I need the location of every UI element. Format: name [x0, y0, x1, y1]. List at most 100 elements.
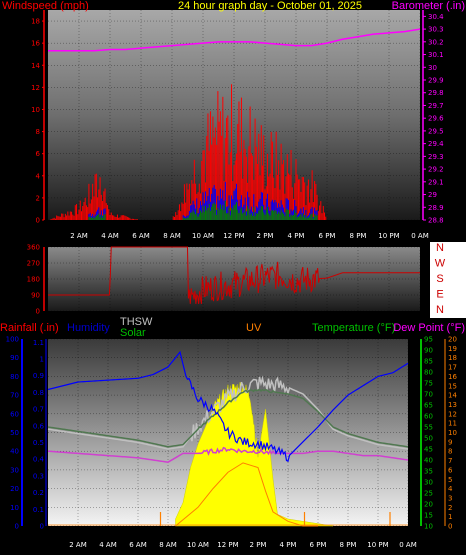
temperature-tick-label: 70: [424, 391, 433, 399]
barometer-tick-label: 28.8: [428, 217, 444, 225]
rainfall-tick-label: 0.1: [33, 506, 44, 514]
temperature-tick-label: 55: [424, 424, 433, 432]
dewpoint-line: [47, 446, 409, 463]
uv-tick-label: 14: [448, 392, 457, 400]
uv-legend-label: UV: [246, 322, 262, 334]
rainfall-tick-label: 0.6: [33, 422, 45, 430]
barometer-tick-label: 29.4: [428, 140, 444, 148]
barometer-tick-label: 29.3: [428, 153, 444, 161]
time-tick-label: 12 PM: [217, 541, 238, 549]
temperature-tick-label: 90: [424, 347, 433, 355]
humidity-tick-label: 50: [10, 429, 19, 437]
rainfall-legend-label: Rainfall (.in): [0, 322, 59, 334]
windspeed-ticks: 0 2 4 6 8 10 12 14 16 18: [31, 10, 45, 225]
climate-legend: Rainfall (.in) Humidity THSW Solar UV Te…: [0, 316, 465, 339]
solar-legend-label: Solar: [120, 327, 146, 339]
barometer-line: [48, 28, 421, 52]
humidity-tick-label: 30: [10, 466, 19, 474]
humidity-tick-label: 90: [10, 354, 19, 362]
temperature-tick-label: 30: [424, 479, 433, 487]
temperature-tick-label: 40: [424, 457, 433, 465]
windspeed-tick-label: 2: [36, 194, 40, 202]
barometer-tick-label: 30.3: [428, 26, 444, 34]
time-tick-label: 10 AM: [192, 232, 214, 240]
thsw-legend-label: THSW: [120, 316, 153, 328]
barometer-tick-label: 29.6: [428, 115, 444, 123]
rainfall-tick-label: 0.4: [33, 456, 45, 464]
uv-tick-label: 16: [448, 373, 457, 381]
time-tick-label: 10 AM: [187, 541, 209, 549]
temperature-tick-label: 65: [424, 402, 433, 410]
temperature-tick-label: 60: [424, 413, 433, 421]
time-tick-label: 2 AM: [70, 232, 88, 240]
uv-tick-label: 8: [448, 448, 452, 456]
barometer-tick-label: 30.4: [428, 13, 444, 21]
temperature-tick-label: 20: [424, 501, 433, 509]
uv-tick-label: 0: [448, 523, 452, 531]
climate-time-ticks: 2 AM 4 AM 6 AM 8 AM 10 AM 12 PM 2 PM 4 PM 6 PM 8 …: [69, 541, 417, 549]
uv-tick-label: 13: [448, 401, 457, 409]
time-tick-label: 4 PM: [288, 232, 305, 240]
uv-tick-label: 1: [448, 513, 452, 521]
uv-tick-label: 9: [448, 438, 452, 446]
time-tick-label: 6 AM: [129, 541, 147, 549]
compass-label: W: [435, 258, 446, 270]
compass-label: N: [436, 242, 444, 254]
time-tick-label: 4 AM: [99, 541, 117, 549]
uv-tick-label: 4: [448, 485, 453, 493]
temperature-tick-label: 85: [424, 358, 433, 366]
windspeed-tick-label: 18: [31, 18, 40, 26]
chart-title: 24 hour graph day - October 01, 2025: [178, 0, 362, 12]
humidity-line: [47, 350, 409, 463]
uv-tick-label: 20: [448, 336, 457, 344]
time-tick-label: 6 PM: [310, 541, 327, 549]
compass-label: N: [436, 304, 444, 316]
direction-marks: [48, 246, 420, 304]
climate-axes: 010203040506070809010000.10.20.30.40.50.…: [6, 336, 458, 531]
direction-tick-label: 90: [31, 292, 40, 300]
barometer-tick-label: 29.1: [428, 178, 444, 186]
barometer-tick-label: 29.9: [428, 77, 444, 85]
humidity-tick-label: 20: [10, 485, 19, 493]
compass-label: E: [436, 289, 443, 301]
wind-marks: [48, 28, 421, 220]
uv-tick-label: 19: [448, 345, 457, 353]
rainfall-tick-label: 0.8: [33, 389, 44, 397]
windspeed-tick-label: 8: [36, 128, 40, 136]
time-axis-ticks: 2 AM 4 AM 6 AM 8 AM 10 AM 12 PM 2 PM 4 PM 6 PM 8 …: [70, 232, 429, 240]
windspeed-tick-label: 6: [36, 150, 41, 158]
temperature-line: [47, 388, 409, 448]
temperature-tick-label: 75: [424, 380, 433, 388]
time-tick-label: 10 PM: [378, 232, 399, 240]
humidity-tick-label: 60: [10, 410, 19, 418]
uv-tick-label: 6: [448, 466, 453, 474]
rainfall-tick-label: 0: [40, 523, 44, 531]
uv-tick-label: 18: [448, 354, 457, 362]
rainfall-tick-label: 0.7: [33, 406, 44, 414]
temperature-tick-label: 95: [424, 336, 433, 344]
barometer-tick-label: 29.5: [428, 127, 444, 135]
humidity-legend-label: Humidity: [67, 322, 110, 334]
windspeed-tick-label: 4: [36, 172, 41, 180]
time-tick-label: 4 AM: [101, 232, 119, 240]
barometer-axis-label: Barometer (.in): [392, 0, 465, 12]
uv-tick-label: 2: [448, 504, 452, 512]
barometer-tick-label: 29.2: [428, 166, 444, 174]
time-tick-label: 12 PM: [223, 232, 244, 240]
uv-tick-label: 3: [448, 494, 452, 502]
windspeed-tick-label: 0: [36, 217, 40, 225]
time-tick-label: 2 PM: [250, 541, 267, 549]
time-tick-label: 0 AM: [411, 232, 429, 240]
time-tick-label: 2 PM: [257, 232, 274, 240]
thsw-line: [47, 375, 409, 450]
humidity-tick-label: 10: [10, 504, 19, 512]
temperature-tick-label: 45: [424, 446, 433, 454]
barometer-tick-label: 30.1: [428, 51, 444, 59]
time-tick-label: 6 AM: [132, 232, 150, 240]
uv-tick-label: 12: [448, 410, 457, 418]
time-tick-label: 8 AM: [163, 232, 181, 240]
temperature-tick-label: 15: [424, 512, 433, 520]
temperature-tick-label: 10: [424, 523, 433, 531]
